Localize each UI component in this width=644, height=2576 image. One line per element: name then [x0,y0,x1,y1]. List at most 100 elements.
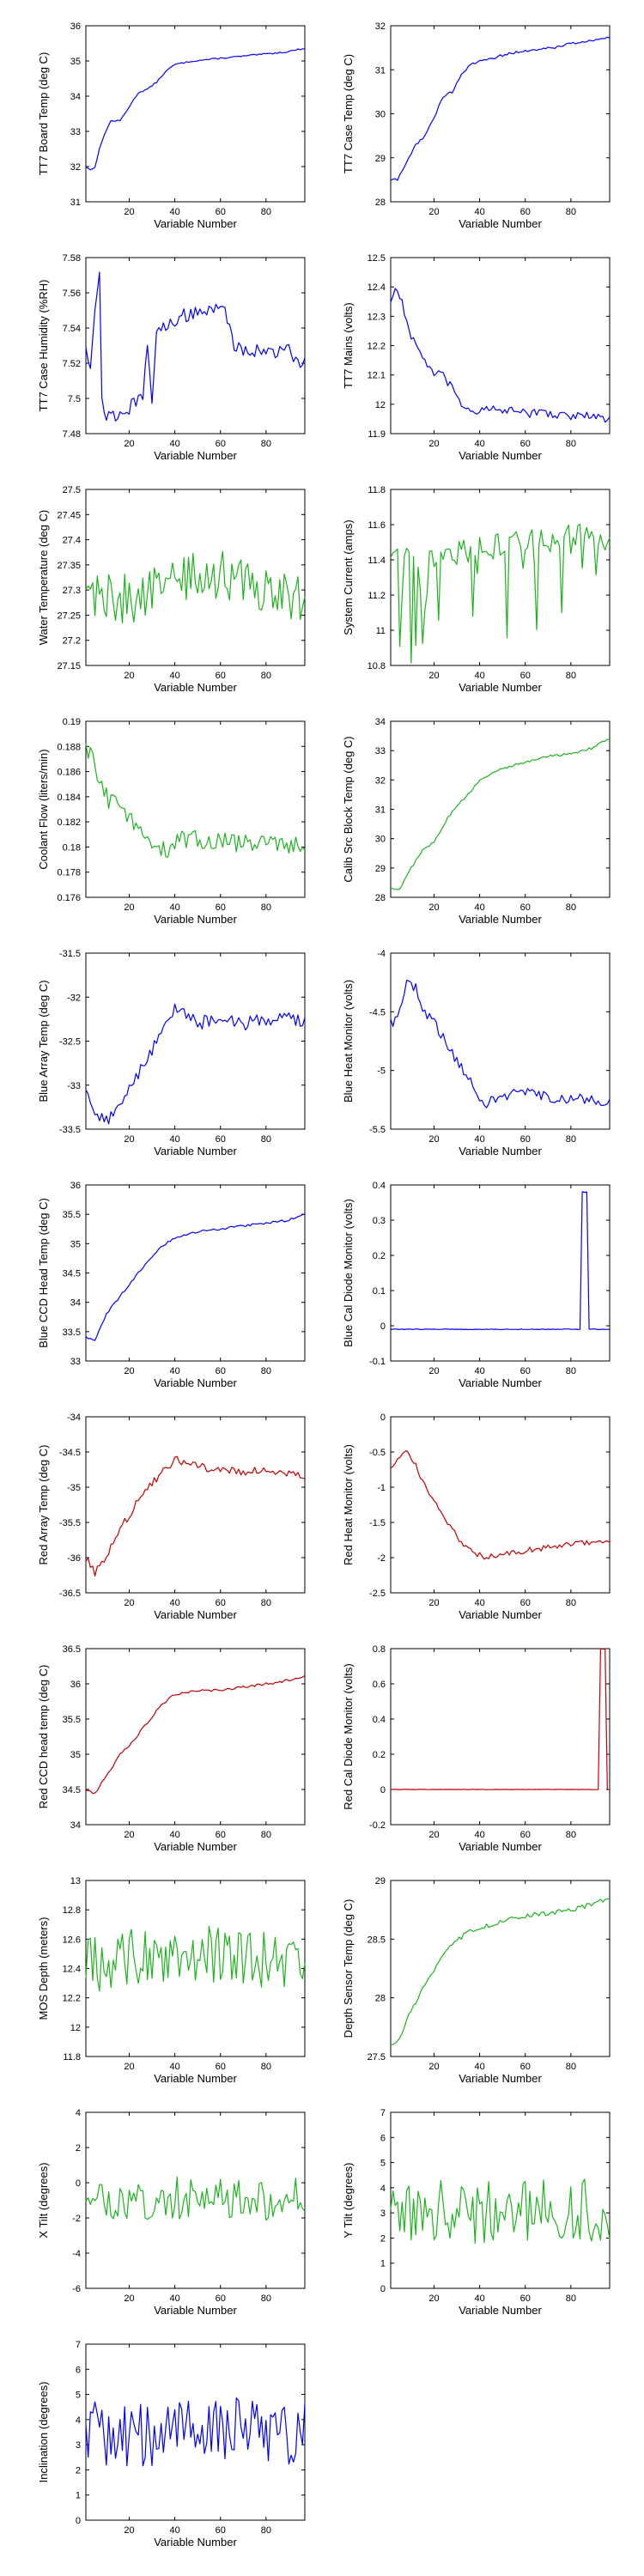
y-tick-label: 3 [76,2440,81,2451]
series-line [390,979,611,1109]
chart-panel-10: 20 40 60 80 -5.5 -5 -4.5 -4 Variable Number Blue … [342,949,611,1157]
y-tick-label: 34.5 [63,1269,81,1279]
chart-panel-1: 20 40 60 80 31 32 33 34 35 36 Variable Number TT7 B… [37,21,306,230]
x-tick-label: 80 [566,671,576,681]
x-tick-label: 60 [216,671,226,681]
plot-area [85,1416,306,1594]
plot-area [85,257,306,434]
y-tick-label: 27.25 [57,611,81,621]
x-tick-label: 20 [428,1366,439,1376]
x-tick-label: 80 [261,2525,271,2536]
y-tick-label: 27.4 [63,536,81,546]
x-tick-label: 80 [566,1366,576,1376]
series-line [390,1191,610,1331]
plot-area [390,952,611,1130]
y-tick-label: 7.5 [68,394,81,404]
x-tick-label: 20 [428,207,439,217]
x-tick-label: 80 [566,1598,576,1608]
x-tick-label: 40 [169,902,179,913]
plot-area [390,2111,611,2289]
x-axis-label: Variable Number [154,2304,237,2317]
y-tick-label: 5 [76,2391,81,2401]
y-tick-label: 12.8 [63,1905,81,1916]
x-tick-label: 40 [474,439,484,449]
x-tick-label: 40 [474,671,484,681]
y-tick-label: -31.5 [59,949,81,959]
y-tick-label: 12.4 [368,283,386,293]
x-tick-label: 20 [428,671,439,681]
chart-panel-11: 20 40 60 80 33 33.5 34 34.5 35 35.5 36 Variable Num… [37,1181,306,1389]
y-tick-label: 0 [76,2178,81,2189]
y-axis-label: Calib Src Block Temp (deg C) [342,736,355,882]
y-tick-label: 33 [70,127,81,137]
x-tick-label: 80 [566,902,576,913]
y-tick-label: -36.5 [59,1589,81,1599]
y-tick-label: -0.1 [369,1357,386,1367]
chart-panel-5: 20 40 60 80 27.15 27.2 27.25 27.3 27.35 27.4 27.45… [37,485,306,694]
x-tick-label: 20 [428,1134,439,1145]
x-tick-label: 40 [474,1598,484,1608]
y-tick-label: 28 [375,197,386,208]
y-axis-label: X Tilt (degrees) [37,2162,50,2238]
x-tick-label: 80 [261,1366,271,1376]
y-tick-label: 27.5 [63,485,81,495]
y-tick-label: 11.4 [368,556,386,566]
y-axis-label: TT7 Board Temp (deg C) [37,52,50,176]
y-tick-label: 7.58 [63,253,81,264]
y-tick-label: 13 [70,1876,81,1886]
y-tick-label: 34 [70,92,81,102]
y-tick-label: -34.5 [59,1448,81,1458]
chart-panel-3: 20 40 60 80 7.48 7.5 7.52 7.54 7.56 7.58 Variable … [37,253,306,462]
x-axis-label: Variable Number [459,449,542,462]
y-tick-label: 4 [76,2108,81,2118]
y-tick-label: 28 [375,893,386,903]
y-tick-label: -2 [72,2214,81,2224]
y-tick-label: 7.48 [63,429,81,440]
y-tick-label: 34 [375,717,386,727]
x-tick-label: 20 [428,1830,439,1840]
y-tick-label: 6 [76,2365,81,2375]
y-tick-label: -33 [67,1081,81,1091]
y-tick-label: 7.52 [63,359,81,369]
x-axis-label: Variable Number [459,217,542,230]
x-tick-label: 80 [566,1134,576,1145]
x-tick-label: 60 [216,2293,226,2304]
x-tick-label: 60 [216,439,226,449]
y-tick-label: 12.4 [63,1965,81,1975]
x-tick-label: 20 [124,439,134,449]
y-tick-label: 12.2 [63,1994,81,2004]
y-tick-label: 12 [375,400,386,410]
x-tick-label: 80 [261,902,271,913]
x-tick-label: 20 [124,1134,134,1145]
x-tick-label: 40 [474,2062,484,2072]
x-tick-label: 60 [216,2525,226,2536]
x-tick-label: 60 [216,902,226,913]
y-tick-label: 31 [70,197,81,208]
y-tick-label: 36 [70,1181,81,1191]
y-axis-label: TT7 Mains (volts) [342,302,355,388]
y-tick-label: 35 [70,1239,81,1249]
chart-panel-7: 20 40 60 80 0.176 0.178 0.18 0.182 0.184 0.186 0.1… [37,717,306,926]
series-line [85,1213,306,1341]
x-tick-label: 80 [261,1598,271,1608]
plot-area [85,25,306,203]
x-axis-label: Variable Number [459,1376,542,1389]
series-line [85,1925,306,1992]
x-axis-label: Variable Number [154,913,237,926]
y-tick-label: 7.56 [63,289,81,299]
y-tick-label: 11.8 [63,2052,81,2063]
y-tick-label: 10.8 [368,661,386,671]
y-tick-label: -4 [72,2249,81,2259]
chart-panel-14: 20 40 60 80 -2.5 -2 -1.5 -1 -0.5 0 Variable Number… [342,1413,611,1621]
chart-panel-15: 20 40 60 80 34 34.5 35 35.5 36 36.5 Variable Numbe… [37,1644,306,1853]
y-tick-label: 7.54 [63,324,81,334]
y-tick-label: 35 [70,1750,81,1760]
chart-panel-16: 20 40 60 80 -0.2 0 0.2 0.4 0.6 0.8 Variable Number… [342,1644,611,1853]
series-line [85,1674,306,1795]
series-line [85,2397,306,2467]
x-tick-label: 20 [124,671,134,681]
y-tick-label: 29 [375,154,386,164]
x-tick-label: 60 [216,1366,226,1376]
x-tick-label: 20 [124,2525,134,2536]
chart-panel-20: 20 40 60 80 0 1 2 3 4 5 6 7 Variable Number Y Tilt (d… [342,2108,611,2317]
